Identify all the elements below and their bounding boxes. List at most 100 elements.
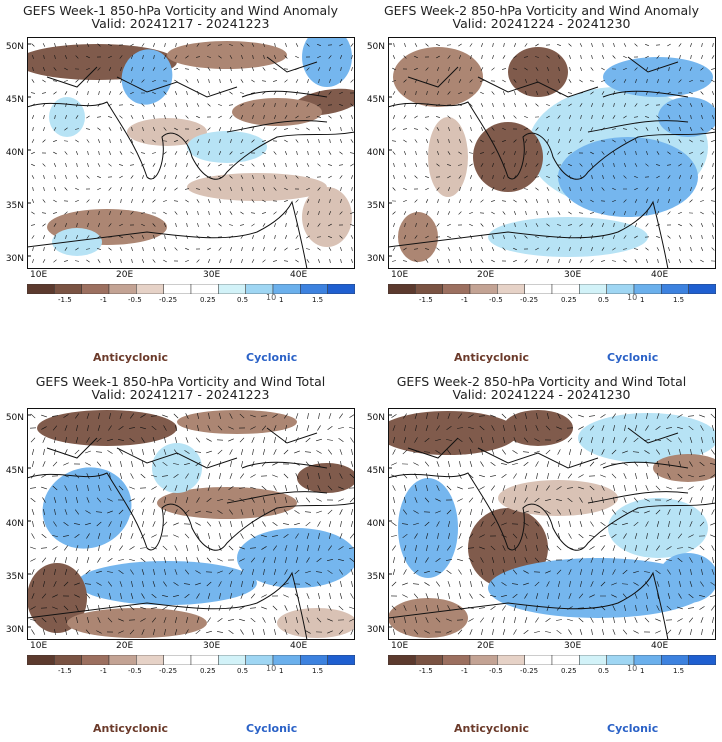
colorbar-label: 1.5 <box>673 296 685 304</box>
lat-label: 45N <box>5 466 24 476</box>
colorbar-swatch <box>551 655 580 665</box>
colorbar-label: -1.5 <box>419 296 433 304</box>
lat-label: 35N <box>366 572 385 582</box>
colorbar-label: 1 <box>640 667 645 675</box>
vorticity-region <box>152 443 202 493</box>
colorbar-swatch <box>388 655 416 665</box>
colorbar-swatch <box>415 655 443 665</box>
lat-label: 40N <box>5 519 24 529</box>
cyclonic-label: Cyclonic <box>607 351 659 364</box>
vorticity-region <box>49 97 85 137</box>
colorbar-label: 0.25 <box>200 296 216 304</box>
vorticity-region <box>658 553 716 603</box>
colorbar-swatch <box>272 284 301 294</box>
panel-valid-dates: Valid: 20241217 - 20241223 <box>91 16 270 31</box>
colorbar-label: 0.5 <box>237 296 249 304</box>
colorbar-swatch <box>442 655 471 665</box>
wind-vectors <box>30 42 355 264</box>
colorbar-swatch <box>27 284 55 294</box>
colorbar-swatch <box>469 284 498 294</box>
colorbar-swatch <box>442 284 471 294</box>
vorticity-region <box>498 480 618 516</box>
lat-label: 50N <box>366 413 385 423</box>
colorbar-swatch <box>497 284 525 294</box>
panel-title: GEFS Week-2 850-hPa Vorticity and Wind T… <box>396 374 687 389</box>
colorbar-label: 1 <box>279 667 284 675</box>
colorbar-swatch <box>300 655 328 665</box>
colorbar-swatch <box>81 284 110 294</box>
vorticity-region <box>277 608 355 638</box>
lat-label: 45N <box>366 466 385 476</box>
vorticity-region <box>232 98 322 126</box>
anticyclonic-label: Anticyclonic <box>93 722 169 735</box>
colorbar-label: -1 <box>461 667 468 675</box>
vorticity-region <box>67 608 207 638</box>
lat-label: 35N <box>5 201 24 211</box>
panel-valid-dates: Valid: 20241217 - 20241223 <box>91 387 270 402</box>
colorbar-label: -1.5 <box>58 296 72 304</box>
vorticity-region <box>393 47 483 107</box>
colorbar-label: -0.5 <box>489 296 503 304</box>
lon-label: 30E <box>203 270 221 280</box>
vorticity-region <box>127 118 207 146</box>
vorticity-region <box>42 467 132 549</box>
colorbar-swatch <box>27 655 55 665</box>
lat-label: 45N <box>366 95 385 105</box>
colorbar-swatch <box>551 284 580 294</box>
colorbar-swatch <box>688 284 716 294</box>
lat-label: 40N <box>5 148 24 158</box>
panel-valid-dates: Valid: 20241224 - 20241230 <box>452 387 631 402</box>
colorbar-swatch <box>388 284 416 294</box>
lon-label: 10E <box>30 641 48 651</box>
lon-label: 20E <box>477 270 495 280</box>
lat-label: 40N <box>366 519 385 529</box>
panel-week1-anomaly: GEFS Week-1 850-hPa Vorticity and Wind A… <box>0 0 361 371</box>
coastline-layer <box>388 56 716 269</box>
lat-label: 35N <box>366 201 385 211</box>
colorbar-swatch <box>54 284 82 294</box>
vorticity-region <box>27 563 87 633</box>
lat-label: 30N <box>366 625 385 635</box>
colorbar-label: 0.25 <box>561 667 577 675</box>
vorticity-region <box>398 212 438 262</box>
vorticity-map <box>27 37 355 269</box>
vorticity-region <box>187 173 327 201</box>
colorbar-swatch <box>327 655 355 665</box>
lat-label: 40N <box>366 148 385 158</box>
colorbar-swatch <box>579 284 607 294</box>
vorticity-region <box>608 498 708 558</box>
lon-label: 20E <box>116 270 134 280</box>
lon-label: 10E <box>391 641 409 651</box>
lon-label: 40E <box>651 641 669 651</box>
vorticity-region <box>52 228 102 256</box>
colorbar-label: -0.25 <box>159 296 178 304</box>
colorbar-label: -0.5 <box>489 667 503 675</box>
vorticity-map <box>388 408 716 640</box>
colorbar-swatch <box>661 655 689 665</box>
lon-label: 20E <box>116 641 134 651</box>
colorbar-label: 1.5 <box>312 667 324 675</box>
colorbar-swatch <box>136 284 164 294</box>
colorbar-swatch <box>218 284 246 294</box>
vorticity-region <box>503 410 573 446</box>
colorbar-label: -1.5 <box>58 667 72 675</box>
lon-label: 30E <box>203 641 221 651</box>
lon-label: 20E <box>477 641 495 651</box>
colorbar-unit: 10 <box>627 664 638 673</box>
colorbar-unit: 10 <box>627 293 638 302</box>
lat-label: 35N <box>5 572 24 582</box>
colorbar-swatch <box>300 284 328 294</box>
lon-label: 30E <box>564 641 582 651</box>
colorbar-label: -1.5 <box>419 667 433 675</box>
colorbar-swatch <box>633 655 662 665</box>
colorbar-swatch <box>327 284 355 294</box>
vorticity-region <box>398 478 458 578</box>
vorticity-region <box>388 598 468 638</box>
colorbar-swatch <box>415 284 443 294</box>
colorbar-swatch <box>108 284 137 294</box>
anticyclonic-label: Anticyclonic <box>93 351 169 364</box>
vorticity-region <box>302 37 352 87</box>
vorticity-map <box>388 37 716 269</box>
anticyclonic-label: Anticyclonic <box>454 351 530 364</box>
cyclonic-label: Cyclonic <box>246 722 298 735</box>
